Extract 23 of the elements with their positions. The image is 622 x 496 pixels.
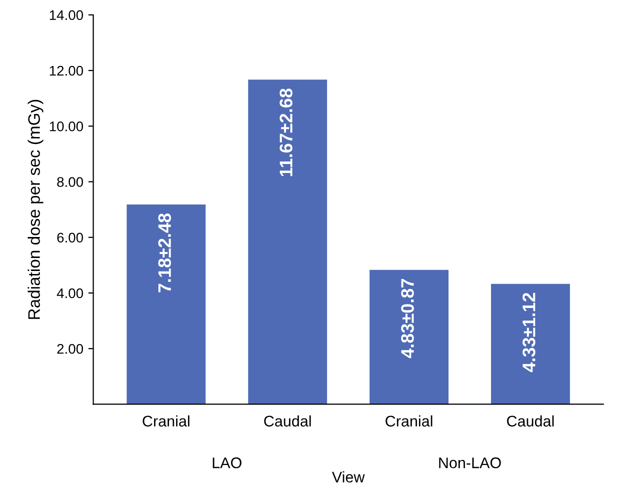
bar <box>370 270 449 404</box>
y-tick-label: 6.00 <box>57 232 84 243</box>
x-tick-label: Cranial <box>142 415 190 427</box>
x-tick-label: Caudal <box>507 415 554 427</box>
y-axis-title: Radiation dose per sec (mGy) <box>28 100 44 319</box>
data-label: 4.33±1.12 <box>522 292 536 372</box>
text: Non-LAO <box>439 457 501 468</box>
data-label: 11.67±2.68 <box>280 88 292 176</box>
y-tick-label: 12.00 <box>50 66 84 76</box>
x-axis-title: View <box>332 471 365 482</box>
bar <box>126 204 206 404</box>
data-label: 4.83±0.87 <box>401 279 414 358</box>
y-tick-label: 14.00 <box>50 10 84 20</box>
y-tick-label: 10.00 <box>50 121 84 132</box>
y-tick-label: 2.00 <box>57 344 84 354</box>
bar <box>248 80 328 404</box>
y-tick-label: 8.00 <box>57 177 84 187</box>
bar <box>491 284 570 404</box>
x-tick-label: Caudal <box>264 415 311 427</box>
x-tick-label: Cranial <box>386 415 432 427</box>
text: LAO <box>212 457 242 468</box>
y-tick-label: 4.00 <box>56 288 84 298</box>
data-label: 7.18±2.48 <box>158 213 172 292</box>
